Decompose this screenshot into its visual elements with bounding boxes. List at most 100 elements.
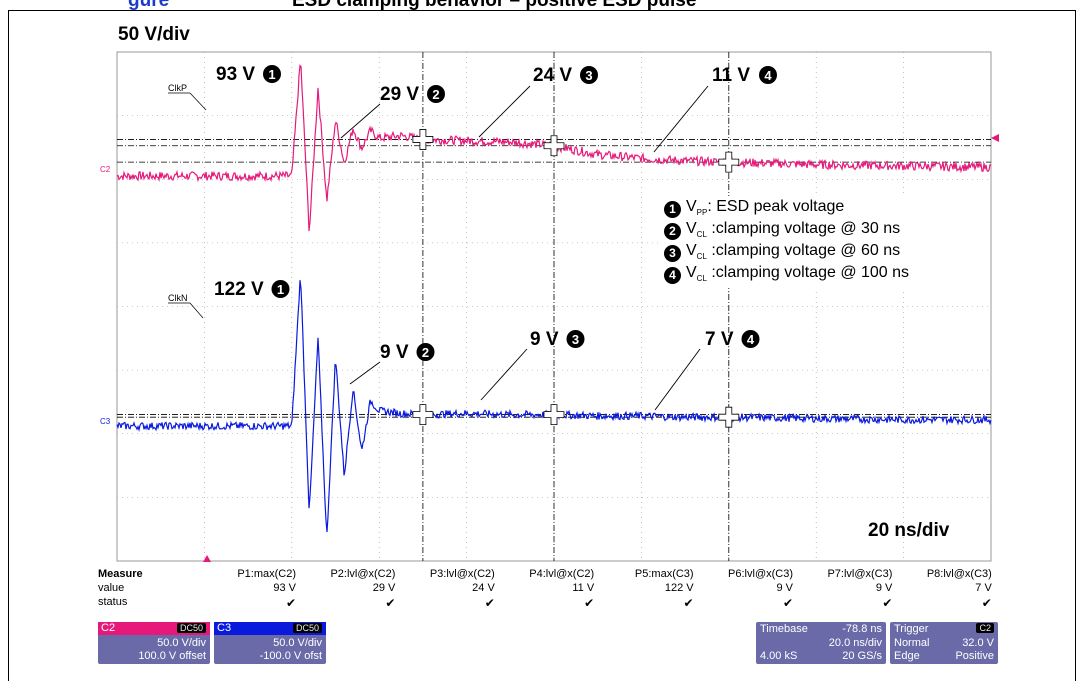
cursor-cross-marker	[412, 404, 434, 426]
caption-part2: ESD clamping behavior – positive ESD pul…	[292, 0, 696, 10]
annotation-value: 11 V	[712, 65, 750, 86]
annotation-value: 24 V	[533, 65, 572, 86]
legend-marker: 4	[664, 267, 681, 284]
legend-row: 2 VCL :clamping voltage @ 30 ns	[664, 220, 900, 240]
annotation-value: 29 V	[380, 84, 419, 105]
legend-text: :clamping voltage @ 60 ns	[706, 242, 901, 259]
measure-value: 24 V	[472, 582, 495, 594]
cursor-cross-marker	[543, 135, 565, 157]
c3-offset: -100.0 V ofst	[259, 650, 322, 662]
legend-row: 3 VCL :clamping voltage @ 60 ns	[664, 242, 900, 262]
legend-subscript: CL	[696, 252, 707, 262]
c2-coupling-tag: DC50	[176, 623, 206, 633]
c3-vdiv: 50.0 V/div	[273, 637, 322, 649]
timebase-tdiv: 20.0 ns/div	[828, 637, 882, 649]
trigger-source: C2	[976, 623, 994, 633]
measure-value-row: value 93 V 29 V 24 V 11 V 122 V 9 V 9 V 7 V	[98, 582, 998, 596]
legend-symbol: V	[686, 198, 697, 215]
cross-markers	[412, 129, 740, 428]
timebase-samples: 4.00 kS	[760, 650, 798, 662]
annotation-marker-number: 4	[764, 68, 772, 83]
annotation-marker-number: 3	[572, 332, 579, 347]
timebase-delay: -78.8 ns	[842, 623, 882, 635]
trigger-position-marker	[203, 555, 211, 562]
measure-value: 29 V	[372, 582, 396, 594]
trigger-level: 32.0 V	[962, 637, 994, 649]
c2-trace-label: ClkP	[168, 83, 187, 93]
c3-channel-marker: C3	[100, 417, 111, 426]
timebase-rate: 20 GS/s	[842, 650, 882, 662]
vertical-scale-label: 50 V/div	[118, 24, 190, 45]
legend-marker: 2	[664, 223, 681, 240]
annotation-leader	[349, 361, 381, 385]
annotation-marker	[566, 330, 585, 348]
annotation-value: 93 V	[216, 64, 255, 85]
measure-column-name: P7:lvl@x(C3)	[827, 568, 893, 580]
trigger-slope: Positive	[955, 650, 994, 662]
legend-symbol: V	[686, 220, 697, 237]
annotation-marker-number: 2	[422, 345, 429, 360]
status-check-icon: ✔	[584, 596, 595, 610]
annotation-marker-number: 2	[432, 87, 439, 102]
legend-subscript: PP	[696, 208, 708, 218]
annotation-leader	[478, 85, 531, 138]
status-check-icon: ✔	[782, 596, 793, 610]
status-check-icon: ✔	[285, 596, 296, 610]
legend-marker: 3	[664, 245, 681, 262]
measure-header-row: Measure P1:max(C2) P2:lvl@x(C2) P3:lvl@x(C2…	[98, 568, 998, 582]
measure-status-row: status ✔ ✔ ✔ ✔ ✔ ✔ ✔ ✔	[98, 596, 998, 610]
measure-column-name: P4:lvl@x(C2)	[529, 568, 595, 580]
annotation-leader	[480, 348, 528, 401]
measure-value: 122 V	[664, 582, 694, 594]
legend-subscript: CL	[696, 274, 707, 284]
trigger-title: Trigger	[894, 623, 929, 635]
measure-value: 11 V	[572, 582, 595, 594]
annotation-marker-number: 4	[747, 332, 755, 347]
annotation-value: 122 V	[214, 279, 264, 300]
c3-panel-header: C3 DC50	[214, 622, 326, 635]
timebase-panel[interactable]: Timebase -78.8 ns 20.0 ns/div 4.00 kS 20…	[756, 622, 886, 664]
annotation-leader	[653, 85, 709, 153]
measure-column-name: P8:lvl@x(C3)	[926, 568, 992, 580]
cursor-cross-marker	[543, 404, 565, 426]
trigger-type: Edge	[894, 650, 920, 662]
c2-offset: 100.0 V offset	[138, 650, 206, 662]
legend-row: 1 VPP: ESD peak voltage	[664, 198, 844, 218]
measure-status-label: status	[98, 596, 128, 608]
measure-title: Measure	[98, 568, 143, 580]
annotation-marker	[759, 66, 777, 84]
annotation-marker	[271, 280, 290, 298]
measure-value: 9 V	[776, 582, 793, 594]
annotation-leader	[654, 348, 701, 411]
legend-symbol: V	[686, 242, 697, 259]
legend-row: 4 VCL :clamping voltage @ 100 ns	[664, 264, 909, 284]
c2-vdiv: 50.0 V/div	[157, 637, 206, 649]
annotation-marker-number: 3	[585, 68, 592, 83]
legend-symbol: V	[686, 264, 697, 281]
status-check-icon: ✔	[484, 596, 495, 610]
trigger-panel[interactable]: Trigger C2 Normal 32.0 V Edge Positive	[890, 622, 998, 664]
annotation-marker	[741, 330, 760, 348]
c3-coupling-tag: DC50	[292, 623, 322, 633]
annotation-marker-number: 1	[268, 67, 275, 82]
timebase-label: 20 ns/div	[868, 520, 950, 541]
cursor-cross-marker	[412, 129, 434, 150]
c3-channel-panel[interactable]: C3 DC50 50.0 V/div -100.0 V ofst	[214, 622, 326, 664]
measure-column-name: P6:lvl@x(C3)	[728, 568, 793, 580]
graticule-grid	[117, 52, 991, 561]
legend: 1 VPP: ESD peak voltage 2 VCL :clamping vol…	[660, 196, 988, 288]
c2-channel-panel[interactable]: C2 DC50 50.0 V/div 100.0 V offset	[98, 622, 210, 664]
c2-panel-title: C2	[101, 622, 116, 634]
top-caption: gure ESD clamping behavior – positive ES…	[0, 0, 1084, 10]
annotation-marker-number: 1	[277, 282, 284, 297]
measure-value: 9 V	[875, 582, 893, 594]
status-check-icon: ✔	[385, 596, 396, 610]
annotation-value: 9 V	[530, 329, 559, 350]
annotation-value: 7 V	[705, 329, 734, 350]
legend-marker: 1	[664, 201, 681, 218]
c3-trace-label: ClkN	[168, 293, 188, 303]
c2-channel-marker: C2	[100, 165, 111, 174]
trigger-level-marker	[991, 134, 999, 142]
annotation-marker	[263, 65, 281, 83]
